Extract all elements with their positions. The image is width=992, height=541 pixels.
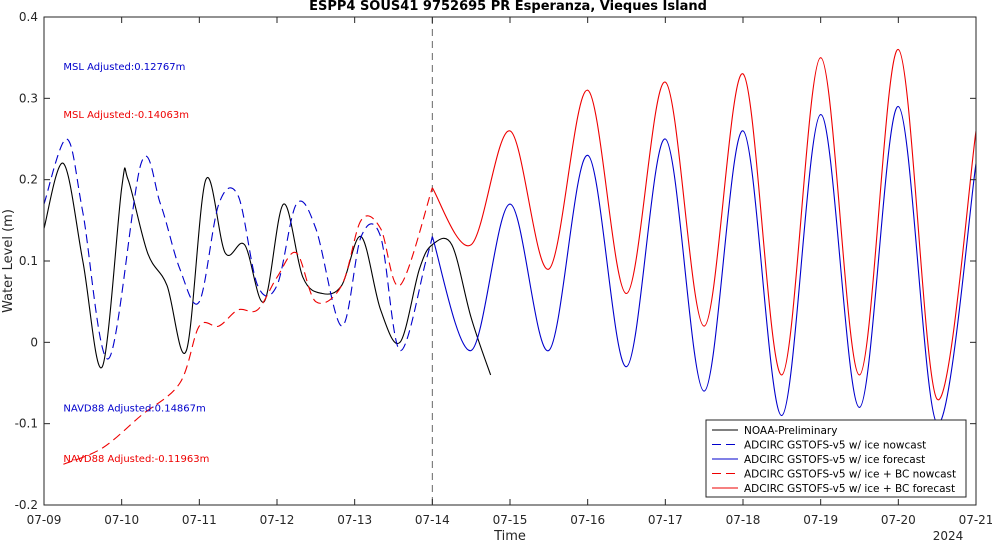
x-tick-label: 07-18 xyxy=(726,513,761,527)
x-year-label: 2024 xyxy=(933,529,964,541)
x-tick-label: 07-11 xyxy=(182,513,217,527)
x-tick-label: 07-19 xyxy=(803,513,838,527)
x-tick-label: 07-16 xyxy=(570,513,605,527)
chart-title: ESPP4 SOUS41 9752695 PR Esperanza, Viequ… xyxy=(309,0,707,14)
x-tick-label: 07-10 xyxy=(104,513,139,527)
x-tick-label: 07-09 xyxy=(27,513,62,527)
legend-label: ADCIRC GSTOFS-v5 w/ ice + BC nowcast xyxy=(744,469,956,481)
annotation-text: NAVD88 Adjusted:-0.11963m xyxy=(63,454,209,465)
annotation-text: MSL Adjusted:0.12767m xyxy=(63,62,185,73)
legend-box xyxy=(705,419,967,498)
x-tick-label: 07-20 xyxy=(881,513,916,527)
series-line-4 xyxy=(431,48,977,400)
legend-label: NOAA-Preliminary xyxy=(744,425,837,437)
legend-label: ADCIRC GSTOFS-v5 w/ ice forecast xyxy=(744,454,925,466)
x-tick-label: 07-13 xyxy=(337,513,372,527)
x-tick-label: 07-17 xyxy=(648,513,683,527)
y-axis-label: Water Level (m) xyxy=(1,209,16,313)
y-tick-label: 0.3 xyxy=(19,91,38,105)
legend-label: ADCIRC GSTOFS-v5 w/ ice + BC forecast xyxy=(744,483,955,495)
annotation-text: MSL Adjusted:-0.14063m xyxy=(63,110,189,121)
series-line-1 xyxy=(43,138,433,360)
x-axis-label: Time xyxy=(493,529,526,541)
series-line-0 xyxy=(43,162,492,376)
y-tick-label: 0.4 xyxy=(19,10,38,24)
y-tick-label: 0.1 xyxy=(19,254,38,268)
x-tick-label: 07-15 xyxy=(493,513,528,527)
axes: 07-09 07-10 07-11 07-12 07-13 07-14 07-15 07-16… xyxy=(15,10,992,527)
y-tick-label: -0.2 xyxy=(15,498,38,512)
annotations: MSL Adjusted:0.12767m MSL Adjusted:-0.140… xyxy=(63,62,209,465)
y-tick-label: 0.2 xyxy=(19,173,38,187)
series-line-2 xyxy=(431,105,977,425)
y-tick-label: -0.1 xyxy=(15,417,38,431)
x-tick-label: 07-21 xyxy=(959,513,992,527)
annotation-text: NAVD88 Adjusted:0.14867m xyxy=(63,403,205,414)
x-tick-label: 07-14 xyxy=(415,513,450,527)
y-tick-label: 0 xyxy=(30,335,38,349)
legend-label: ADCIRC GSTOFS-v5 w/ ice nowcast xyxy=(744,440,926,452)
plot-area xyxy=(43,17,977,505)
series-line-3 xyxy=(63,187,433,465)
x-tick-label: 07-12 xyxy=(260,513,295,527)
legend: NOAA-Preliminary ADCIRC GSTOFS-v5 w/ ice … xyxy=(705,419,967,498)
